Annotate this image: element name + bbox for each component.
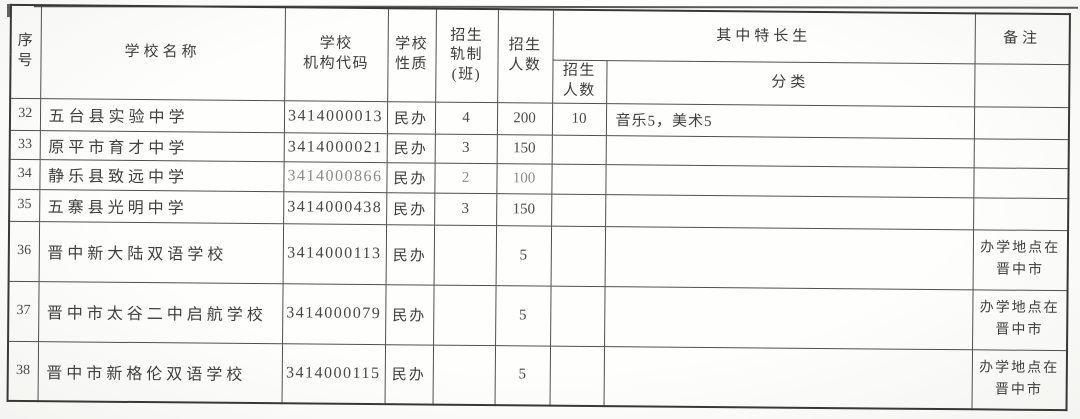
header-row-top: 序 号 学校名称 学校 机构代码 学校 性质 招生 轨制 (班) 招生 人数 其… xyxy=(10,4,1070,103)
cell-school-code: 3414000013 xyxy=(283,100,388,134)
cell-school-name: 晋中新大陆双语学校 xyxy=(38,221,284,284)
cell-school-nature: 民办 xyxy=(385,284,434,345)
header-remarks-empty xyxy=(974,63,1070,108)
cell-serial: 37 xyxy=(8,280,39,342)
cell-school-nature: 民办 xyxy=(386,133,435,163)
header-remarks: 备注 xyxy=(974,13,1070,65)
cell-tracks xyxy=(432,344,496,406)
cell-serial: 32 xyxy=(9,97,41,131)
cell-school-nature: 民办 xyxy=(385,224,435,285)
cell-enrollment: 200 xyxy=(496,102,553,135)
cell-school-code: 3414000021 xyxy=(283,132,387,163)
cell-enrollment: 5 xyxy=(494,345,551,406)
cell-school-code: 3414000113 xyxy=(282,223,387,285)
header-serial: 序 号 xyxy=(10,4,41,99)
cell-serial: 33 xyxy=(9,129,40,160)
cell-school-name: 晋中市太谷二中启航学校 xyxy=(38,281,283,344)
cell-tracks: 3 xyxy=(434,133,497,164)
cell-special-category xyxy=(605,194,974,230)
cell-enrollment: 5 xyxy=(495,285,551,346)
cell-special-category xyxy=(605,135,974,168)
cell-remarks xyxy=(973,138,1069,169)
cell-special-category: 音乐5，美术5 xyxy=(605,103,975,139)
cell-special-count xyxy=(549,345,605,407)
header-school-nature: 学校 性质 xyxy=(387,8,436,102)
cell-special-count xyxy=(550,225,606,287)
cell-tracks: 2 xyxy=(434,162,497,194)
cell-school-nature: 民办 xyxy=(386,101,436,134)
header-special-category: 分类 xyxy=(606,60,975,107)
header-enrollment-tracks: 招生 轨制 (班) xyxy=(435,8,498,103)
cell-school-name: 原平市育才中学 xyxy=(39,130,284,162)
cell-serial: 36 xyxy=(8,220,40,282)
cell-special-category xyxy=(604,286,973,350)
cell-school-nature: 民办 xyxy=(384,344,434,405)
cell-tracks: 4 xyxy=(434,101,498,135)
cell-special-count xyxy=(550,285,605,347)
table-row: 37 晋中市太谷二中启航学校 3414000079 民办 5 办学地点在晋中市 xyxy=(8,280,1068,351)
cell-special-category xyxy=(604,226,974,290)
cell-special-count: 10 xyxy=(551,102,607,136)
cell-remarks xyxy=(973,106,1070,140)
table-row: 38 晋中市新格伦双语学校 3414000115 民办 5 办学地点在晋中市 xyxy=(7,340,1068,411)
cell-tracks: 3 xyxy=(434,192,497,226)
header-school-name: 学校名称 xyxy=(40,5,285,101)
cell-special-category xyxy=(605,164,974,198)
cell-special-count xyxy=(551,163,606,195)
cell-school-name: 晋中市新格伦双语学校 xyxy=(37,341,283,404)
cell-special-count xyxy=(551,134,606,165)
cell-school-code: 3414000866 xyxy=(283,161,387,193)
cell-special-category xyxy=(603,346,973,410)
table-row: 36 晋中新大陆双语学校 3414000113 民办 5 办学地点在晋中市 xyxy=(8,220,1069,291)
cell-school-nature: 民办 xyxy=(386,192,435,225)
cell-enrollment: 5 xyxy=(495,225,552,286)
header-school-code: 学校 机构代码 xyxy=(284,7,388,102)
cell-serial: 34 xyxy=(9,158,40,190)
cell-school-name: 五台县实验中学 xyxy=(39,98,285,133)
cell-enrollment: 100 xyxy=(496,163,552,194)
cell-school-code: 3414000115 xyxy=(281,343,386,405)
cell-tracks xyxy=(433,224,497,286)
scan-artifact-corner xyxy=(7,4,10,17)
cell-remarks xyxy=(973,167,1069,199)
header-special-count: 招生 人数 xyxy=(552,59,607,104)
cell-school-name: 五寨县光明中学 xyxy=(39,189,284,224)
cell-remarks: 办学地点在晋中市 xyxy=(972,289,1068,351)
enrollment-table: 序 号 学校名称 学校 机构代码 学校 性质 招生 轨制 (班) 招生 人数 其… xyxy=(6,3,1071,412)
cell-enrollment: 150 xyxy=(496,134,552,164)
header-enrollment-count: 招生 人数 xyxy=(497,9,553,103)
cell-tracks xyxy=(433,284,496,346)
cell-remarks xyxy=(973,197,1069,231)
cell-enrollment: 150 xyxy=(496,193,552,226)
cell-serial: 35 xyxy=(9,188,40,222)
cell-school-nature: 民办 xyxy=(386,162,435,193)
cell-remarks: 办学地点在晋中市 xyxy=(971,349,1068,411)
cell-school-code: 3414000079 xyxy=(282,283,386,345)
scanned-page: 序 号 学校名称 学校 机构代码 学校 性质 招生 轨制 (班) 招生 人数 其… xyxy=(0,3,1080,419)
cell-school-name: 静乐县致远中学 xyxy=(39,159,284,192)
cell-serial: 38 xyxy=(7,340,39,402)
cell-special-count xyxy=(551,193,606,227)
header-special-group: 其中特长生 xyxy=(552,9,975,64)
cell-remarks: 办学地点在晋中市 xyxy=(972,229,1069,291)
cell-school-code: 3414000438 xyxy=(283,191,387,225)
